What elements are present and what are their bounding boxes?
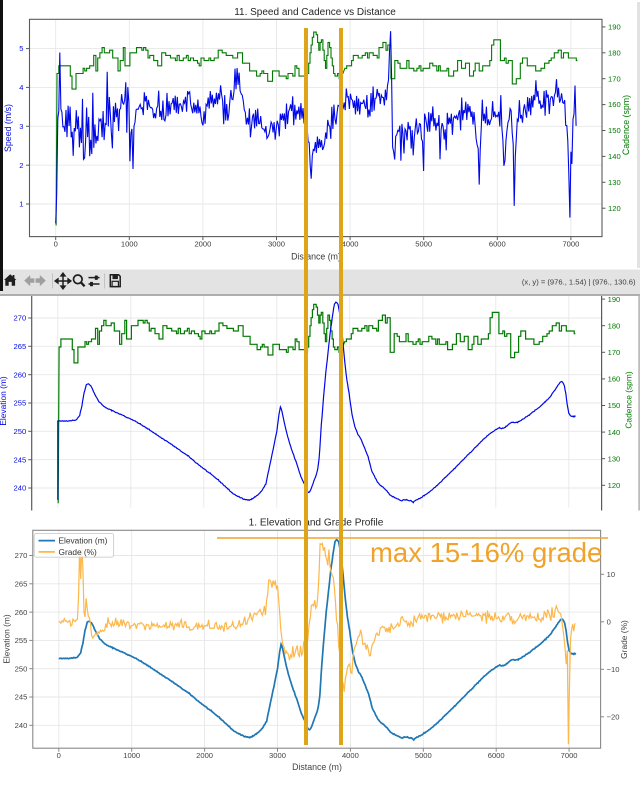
svg-text:150: 150	[608, 401, 621, 410]
svg-text:4000: 4000	[342, 239, 359, 248]
svg-text:3000: 3000	[268, 239, 285, 248]
svg-text:Cadence (spm): Cadence (spm)	[621, 95, 631, 155]
svg-text:Grade (%): Grade (%)	[619, 620, 629, 659]
svg-text:245: 245	[15, 693, 28, 702]
svg-text:11. Speed and Cadence vs Dista: 11. Speed and Cadence vs Distance	[234, 7, 396, 18]
svg-text:120: 120	[608, 204, 621, 213]
svg-text:260: 260	[15, 608, 28, 617]
svg-text:Elevation (m): Elevation (m)	[2, 614, 12, 664]
svg-text:255: 255	[15, 636, 28, 645]
svg-text:0: 0	[607, 618, 611, 627]
svg-text:265: 265	[15, 580, 28, 589]
svg-text:245: 245	[14, 455, 27, 464]
svg-text:Elevation (m): Elevation (m)	[59, 536, 108, 546]
svg-text:180: 180	[608, 48, 621, 57]
svg-text:170: 170	[608, 348, 621, 357]
svg-text:0: 0	[57, 751, 61, 760]
svg-text:240: 240	[14, 484, 27, 493]
svg-text:4000: 4000	[342, 751, 359, 760]
svg-text:5: 5	[19, 44, 23, 53]
svg-text:150: 150	[608, 126, 621, 135]
svg-text:7000: 7000	[561, 751, 578, 760]
svg-text:7000: 7000	[562, 239, 579, 248]
svg-text:265: 265	[14, 342, 27, 351]
svg-text:Distance (m): Distance (m)	[291, 251, 341, 261]
svg-text:190: 190	[608, 23, 621, 32]
svg-text:10: 10	[607, 570, 615, 579]
svg-text:170: 170	[608, 74, 621, 83]
svg-text:1000: 1000	[123, 751, 140, 760]
svg-text:Grade (%): Grade (%)	[59, 547, 98, 557]
svg-text:3000: 3000	[269, 751, 286, 760]
svg-text:2: 2	[19, 161, 23, 170]
svg-text:max 15-16% grade: max 15-16% grade	[370, 537, 602, 568]
svg-text:250: 250	[15, 664, 28, 673]
svg-text:180: 180	[608, 321, 621, 330]
svg-text:160: 160	[608, 100, 621, 109]
svg-text:Speed (m/s): Speed (m/s)	[3, 104, 13, 152]
svg-text:250: 250	[14, 427, 27, 436]
svg-text:(x, y) = (976., 1.54) | (976.,: (x, y) = (976., 1.54) | (976., 130.6)	[522, 277, 636, 286]
svg-text:Distance (m): Distance (m)	[292, 762, 342, 772]
svg-text:140: 140	[608, 428, 621, 437]
svg-text:270: 270	[15, 551, 28, 560]
svg-text:Cadence (spm): Cadence (spm)	[624, 371, 634, 428]
svg-text:140: 140	[608, 152, 621, 161]
svg-text:2000: 2000	[194, 239, 211, 248]
svg-text:6000: 6000	[489, 239, 506, 248]
svg-text:255: 255	[14, 399, 27, 408]
svg-text:−20: −20	[607, 713, 620, 722]
svg-text:4: 4	[19, 83, 23, 92]
svg-text:−10: −10	[607, 665, 620, 674]
svg-text:1: 1	[19, 200, 23, 209]
svg-text:270: 270	[14, 314, 27, 323]
svg-text:1000: 1000	[121, 239, 138, 248]
svg-text:240: 240	[15, 721, 28, 730]
svg-text:1. Elevation and Grade Profile: 1. Elevation and Grade Profile	[249, 518, 384, 529]
svg-text:2000: 2000	[196, 751, 213, 760]
svg-text:130: 130	[608, 454, 621, 463]
svg-text:160: 160	[608, 375, 621, 384]
svg-text:120: 120	[608, 481, 621, 490]
svg-text:6000: 6000	[488, 751, 505, 760]
svg-text:130: 130	[608, 178, 621, 187]
svg-text:5000: 5000	[415, 751, 432, 760]
svg-text:5000: 5000	[415, 239, 432, 248]
svg-text:0: 0	[54, 239, 58, 248]
svg-text:Elevation (m): Elevation (m)	[0, 376, 8, 426]
svg-text:190: 190	[608, 295, 621, 304]
svg-text:3: 3	[19, 122, 23, 131]
svg-text:260: 260	[14, 370, 27, 379]
